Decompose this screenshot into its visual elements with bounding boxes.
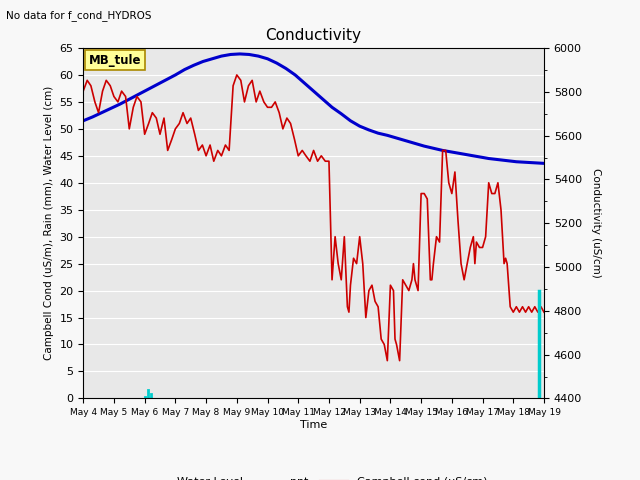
Text: MB_tule: MB_tule [89, 54, 141, 67]
Y-axis label: Conductivity (uS/cm): Conductivity (uS/cm) [591, 168, 602, 278]
Legend: Water Level, ppt, Campbell cond (uS/cm): Water Level, ppt, Campbell cond (uS/cm) [136, 472, 492, 480]
Title: Conductivity: Conductivity [266, 28, 362, 43]
Text: No data for f_cond_HYDROS: No data for f_cond_HYDROS [6, 10, 152, 21]
X-axis label: Time: Time [300, 420, 327, 430]
Y-axis label: Campbell Cond (uS/m), Rain (mm), Water Level (cm): Campbell Cond (uS/m), Rain (mm), Water L… [44, 86, 54, 360]
